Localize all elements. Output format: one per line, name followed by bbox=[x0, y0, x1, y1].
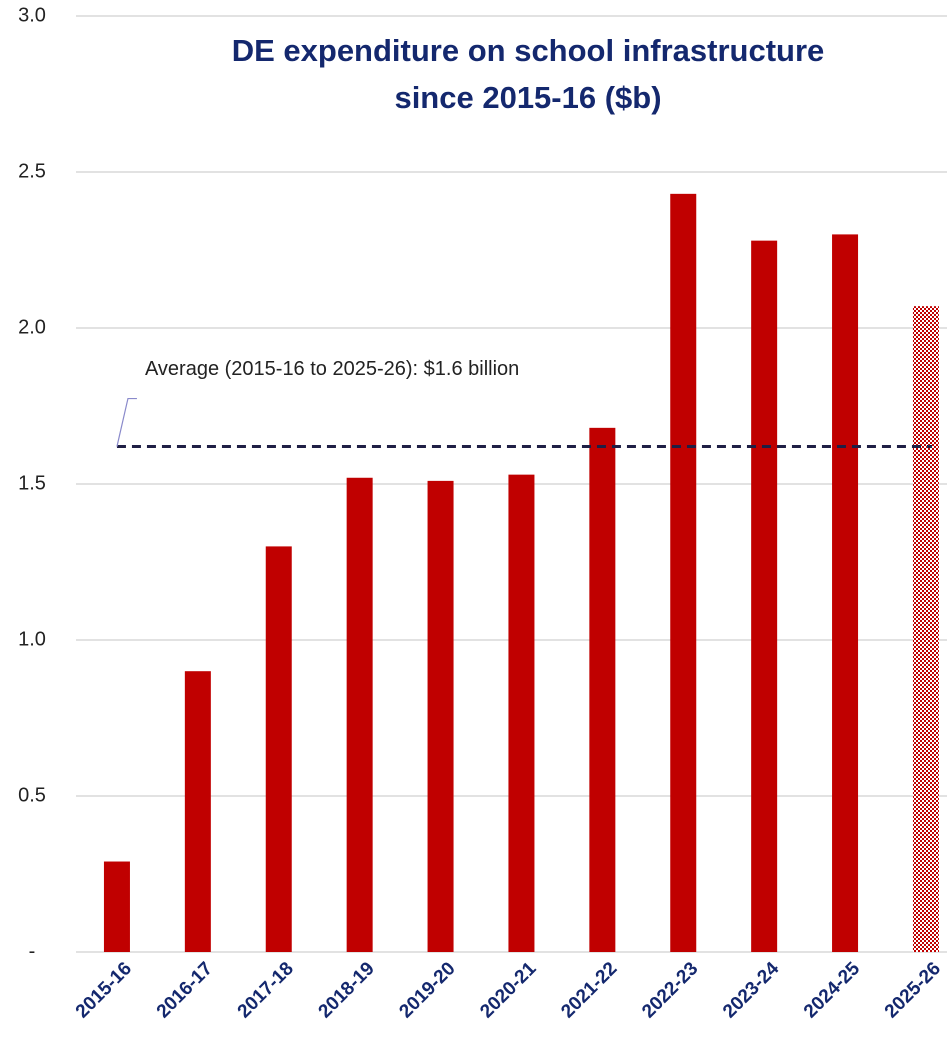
bar bbox=[912, 306, 939, 952]
y-tick-label: 0.5 bbox=[18, 784, 46, 806]
bar bbox=[832, 234, 859, 952]
y-tick-label: 2.5 bbox=[18, 160, 46, 182]
bar bbox=[508, 474, 535, 952]
x-tick-label: 2025-26 bbox=[881, 958, 945, 1022]
chart-title: DE expenditure on school infrastructure bbox=[232, 33, 825, 68]
x-tick-label: 2020-21 bbox=[476, 958, 540, 1022]
y-tick-label: 2.0 bbox=[18, 316, 46, 338]
bar bbox=[184, 671, 211, 952]
chart-title: since 2015-16 ($b) bbox=[394, 80, 661, 115]
x-tick-label: 2022-23 bbox=[638, 958, 702, 1022]
x-tick-label: 2016-17 bbox=[153, 958, 217, 1022]
y-tick-label: 3.0 bbox=[18, 4, 46, 26]
leader-line bbox=[116, 397, 137, 447]
x-tick-label: 2015-16 bbox=[72, 958, 136, 1022]
x-tick-label: 2017-18 bbox=[234, 958, 298, 1022]
x-tick-label: 2019-20 bbox=[395, 958, 459, 1022]
bar bbox=[751, 240, 778, 952]
x-tick-label: 2023-24 bbox=[719, 958, 783, 1022]
bar bbox=[103, 861, 130, 952]
x-tick-label: 2021-22 bbox=[557, 958, 621, 1022]
y-tick-label: 1.5 bbox=[18, 472, 46, 494]
y-tick-label: 1.0 bbox=[18, 628, 46, 650]
bar bbox=[346, 477, 373, 952]
average-label: Average (2015-16 to 2025-26): $1.6 billi… bbox=[145, 358, 519, 380]
x-tick-label: 2024-25 bbox=[800, 958, 864, 1022]
y-tick-label: - bbox=[29, 940, 36, 962]
bar bbox=[427, 480, 454, 952]
bar bbox=[265, 546, 292, 952]
x-tick-label: 2018-19 bbox=[315, 958, 379, 1022]
bar bbox=[670, 193, 697, 953]
bar bbox=[589, 427, 616, 953]
